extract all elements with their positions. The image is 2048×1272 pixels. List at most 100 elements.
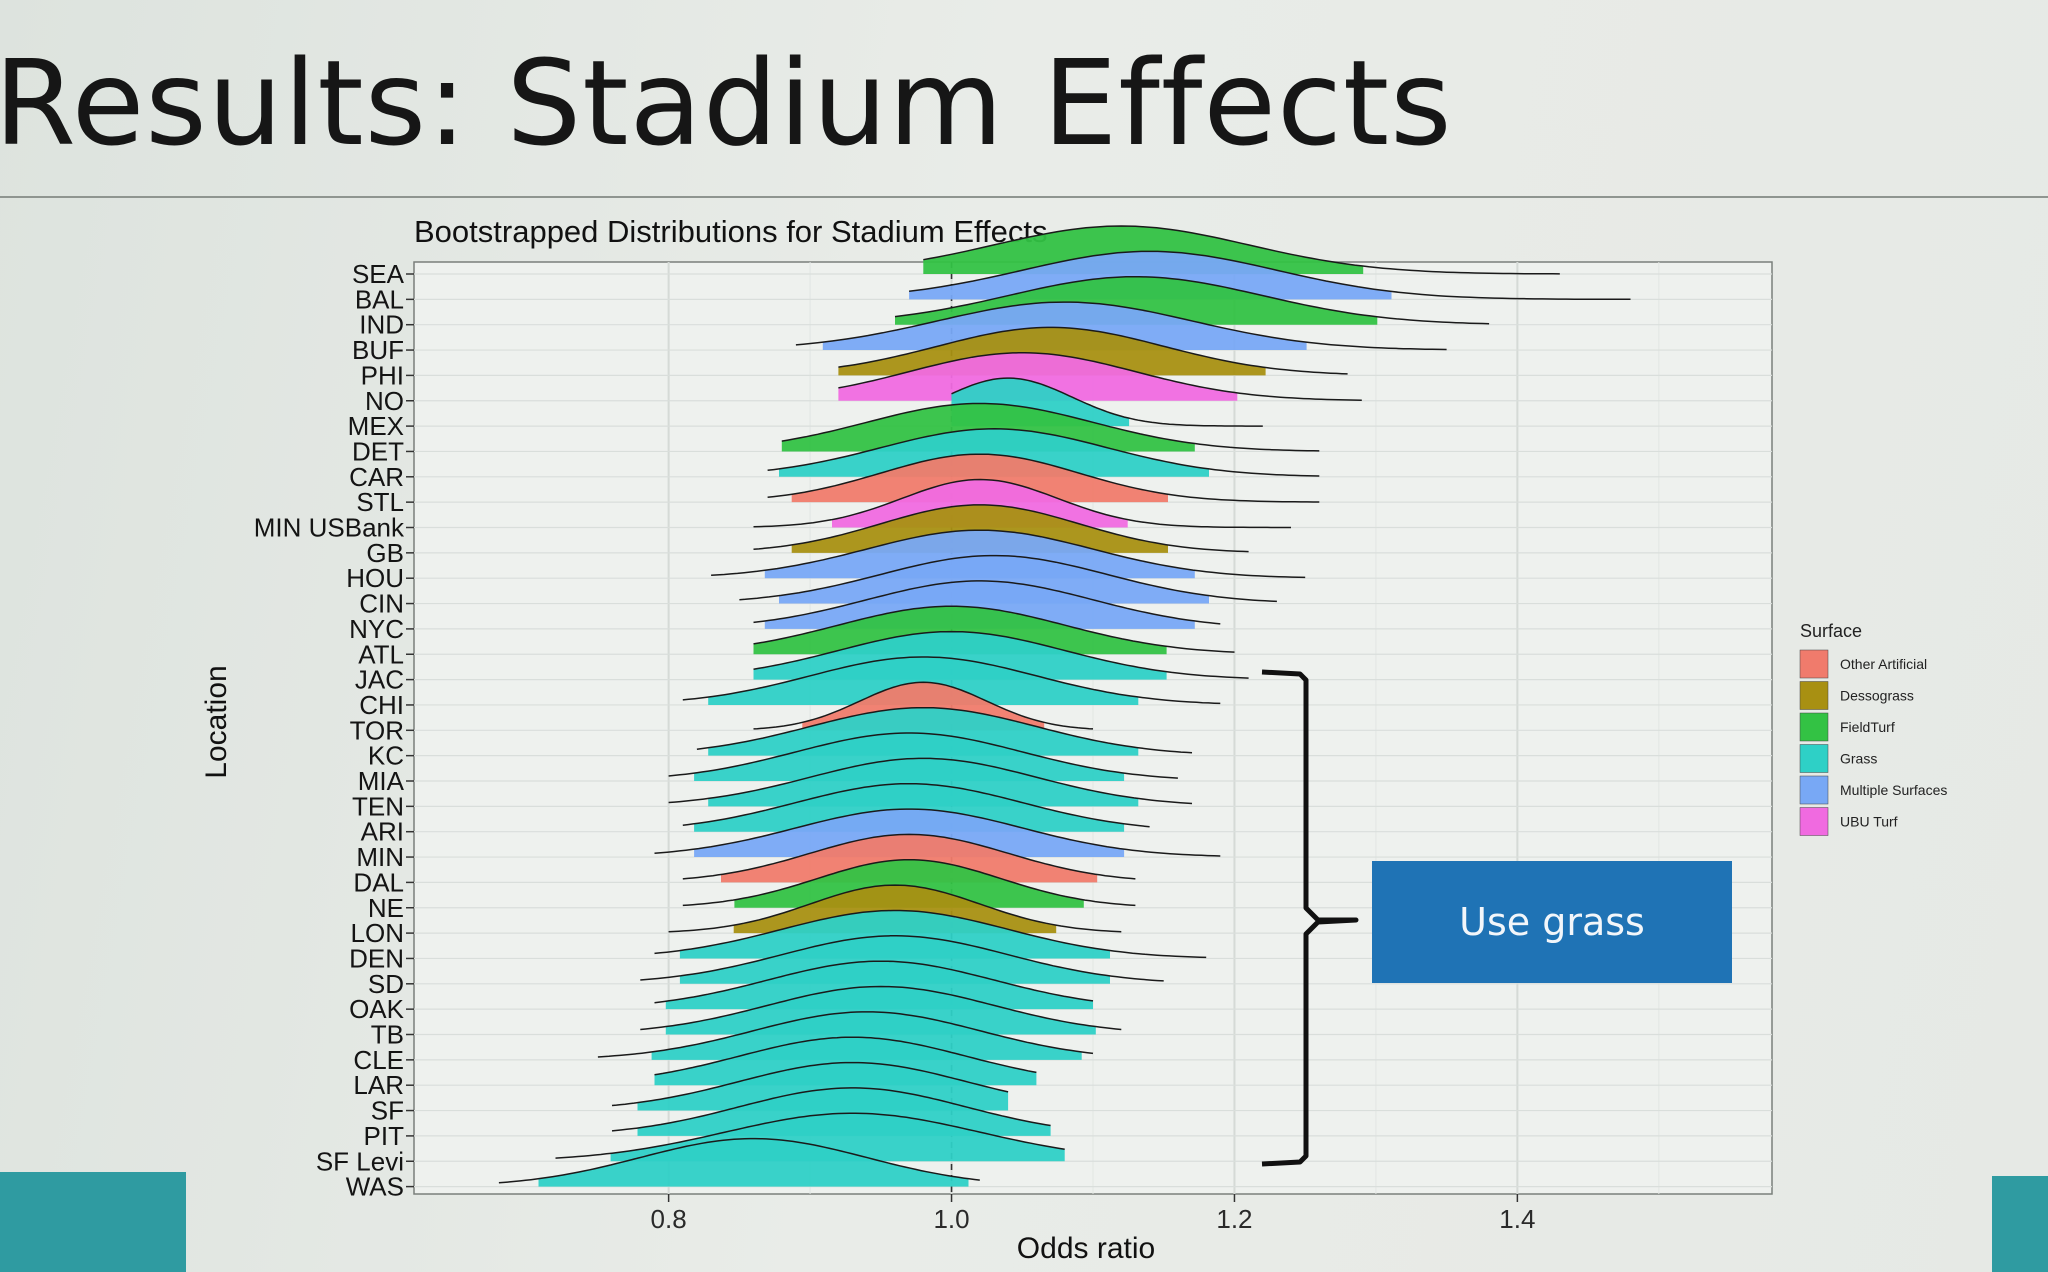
location-label: BAL [355,284,404,314]
ridge-outline-mex [951,377,1263,427]
location-label: GB [366,538,404,568]
ridge-fill-den [679,910,1110,959]
ridge-outline-pit [611,1087,1051,1132]
accent-bar-right [1992,1176,2048,1272]
x-tick-label: 1.4 [1499,1204,1535,1234]
ridge-fill-hou [764,530,1195,579]
ridge-outline-sd [640,935,1164,982]
ridge-fill-kc [708,707,1139,756]
location-label: LON [351,918,404,948]
ridge-fill-was [538,1138,969,1187]
legend-swatch-multiple [1799,775,1829,805]
ridge-outline-sf-levi [555,1112,1065,1159]
slide-title: Results: Stadium Effects [0,34,1453,172]
location-label: CLE [353,1045,404,1075]
ridge-fill-mia [694,733,1125,781]
ridge-fill-pit [637,1087,1051,1136]
ridge-fill-det [781,403,1195,452]
ridge-outline-ne [682,859,1136,907]
ridge-outline-stl [767,453,1320,503]
ridge-fill-cin [779,555,1209,604]
location-label: PHI [361,360,404,390]
legend-label-other_artificial: Other Artificial [1840,656,1927,672]
ridge-outline-chi [682,656,1221,705]
legend-label-multiple: Multiple Surfaces [1840,782,1947,798]
ridge-fill-oak [665,961,1093,1010]
location-label: STL [356,487,404,517]
ridge-outline-mia [668,732,1178,779]
ridge-outline-hou [711,529,1306,579]
ridge-outline-buf [795,301,1447,351]
location-label: TEN [352,791,404,821]
location-label: MIA [358,766,405,796]
y-axis-title: Location [200,665,233,778]
legend-swatch-other_artificial [1799,649,1829,679]
location-label: KC [368,741,404,771]
ridge-outline-tb [640,985,1122,1031]
location-label: TB [371,1020,404,1050]
ridge-fill-chi [708,657,1139,705]
location-label: SF [371,1096,404,1126]
location-label: NE [368,893,404,923]
ridge-fill-min-usbank [832,479,1128,528]
location-label: DAL [353,867,404,897]
location-label: PIT [364,1121,405,1151]
ridge-outline-min [654,808,1221,857]
ridge-fill-ten [708,758,1139,807]
location-label: SD [368,969,404,999]
ridge-outline-sea [923,225,1560,275]
location-label: BUF [352,335,404,365]
ridge-outline-oak [654,960,1094,1004]
location-label: MEX [348,411,404,441]
ridge-outline-atl [753,605,1235,653]
ridge-fill-atl [753,606,1167,655]
ridge-fill-ari [694,783,1125,832]
ridge-layer [498,225,1631,1187]
legend-items: Other Artificial Dessograss FieldTurf Grass… [1799,649,1947,836]
ridge-outline-tor [753,681,1094,730]
grid-layer [414,262,1772,1194]
x-axis-title: Odds ratio [1017,1232,1155,1265]
use-grass-callout: Use grass [1372,861,1732,983]
ridge-outline-kc [696,706,1193,754]
location-label: JAC [355,665,404,695]
location-label: TOR [350,715,404,745]
accent-bar-left [0,1172,186,1272]
ridge-outline-dal [682,833,1136,880]
ridge-fill-gb [791,504,1168,553]
legend-label-grass: Grass [1840,751,1877,767]
legend-swatch-fieldturf [1799,712,1829,742]
location-label: SF Levi [316,1146,404,1176]
ridge-fill-car [779,428,1209,477]
legend-swatch-desso [1799,681,1829,710]
ridge-outline-det [781,402,1320,452]
ridge-outline-min-usbank [753,478,1291,529]
ridge-outline-ten [668,757,1193,805]
ridge-outline-lon [668,884,1122,933]
ridge-outline-car [767,428,1320,477]
legend-title: Surface [1800,621,1862,641]
location-label: NO [365,386,404,416]
location-label: DEN [349,943,404,973]
location-label: WAS [346,1172,404,1202]
location-label: CAR [349,462,404,492]
ridge-fill-buf [822,302,1307,351]
location-label: MIN [356,842,404,872]
ridge-fill-min [694,809,1125,858]
location-label: ARI [361,817,404,847]
ridge-outline-cin [739,554,1277,603]
grass-group-bracket [1261,669,1359,1167]
ridge-outline-sf [611,1061,1009,1107]
chart-title: Bootstrapped Distributions for Stadium E… [414,214,1048,249]
ridge-fill-sd [679,935,1110,984]
x-tick-label: 1.2 [1216,1204,1252,1234]
ridge-fill-cle [651,1011,1082,1060]
ridge-outline-jac [753,630,1249,679]
location-label: CIN [359,589,404,619]
ridge-outline-cle [597,1011,1094,1058]
ridge-fill-tb [665,986,1096,1035]
title-divider [0,196,2048,198]
